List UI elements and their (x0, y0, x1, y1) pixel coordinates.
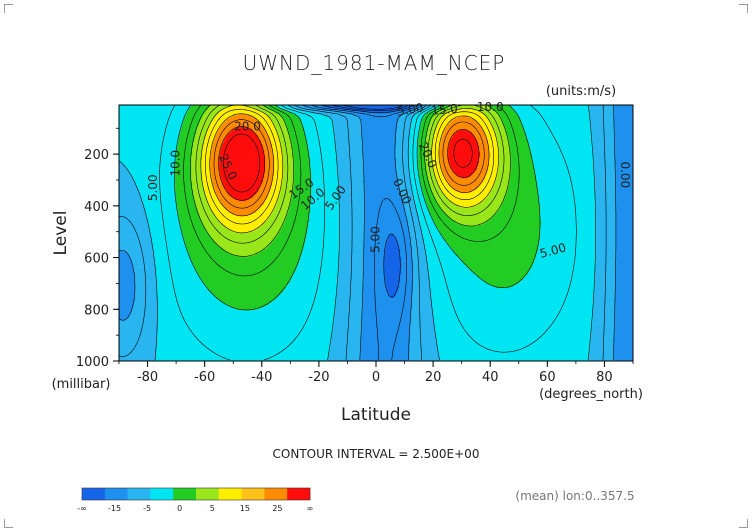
contour-label: 0.00 (618, 161, 632, 188)
crop-mark-top-right (739, 4, 748, 13)
contour-line (190, 104, 511, 257)
y-units-label: (millibar) (52, 377, 111, 392)
x-tick-label: 80 (596, 370, 613, 385)
contour-label: 20.0 (234, 119, 261, 133)
contour-line (159, 104, 577, 361)
contour-line (195, 104, 505, 244)
mean-annotation: (mean) lon:0..357.5 (515, 489, 634, 503)
colorbar: -∞ -15 -5 0 5 15 25 ∞ (77, 487, 314, 513)
crop-mark-bottom-left (4, 519, 13, 528)
contour-lines (118, 104, 617, 361)
colorbar-swatch (150, 488, 174, 500)
y-axis: 200 400 600 800 1000 (76, 127, 119, 370)
x-tick-label: -60 (194, 370, 215, 385)
colorbar-swatch (196, 488, 220, 500)
contour-label: 10.0 (169, 150, 183, 177)
colorbar-label: -15 (108, 504, 121, 513)
contour-label: 5.00 (369, 226, 383, 253)
colorbar-label: 15 (240, 504, 250, 513)
x-tick-label: 60 (539, 370, 556, 385)
y-tick-label: 400 (84, 200, 109, 215)
colorbar-swatch (173, 488, 197, 500)
x-axis-title: Latitude (341, 405, 411, 425)
colorbar-swatch (264, 488, 288, 500)
colorbar-label: 5 (210, 504, 215, 513)
colorbar-swatch (287, 488, 311, 500)
units-label: (units:m/s) (546, 84, 616, 99)
contour-line (118, 104, 596, 361)
x-tick-label: -20 (308, 370, 329, 385)
colorbar-swatch (127, 488, 151, 500)
y-axis-title: Level (51, 211, 71, 256)
colorbar-label: -5 (143, 504, 151, 513)
colorbar-label: 25 (272, 504, 282, 513)
colorbar-swatch (104, 488, 128, 500)
colorbar-swatch (241, 488, 265, 500)
x-tick-label: -80 (137, 370, 158, 385)
contour-line (200, 104, 499, 234)
contour-line (174, 104, 541, 311)
y-tick-label: 1000 (76, 355, 109, 370)
contour-label: 15.0 (431, 102, 459, 118)
colorbar-frame (81, 487, 311, 501)
colorbar-swatch (218, 488, 242, 500)
x-axis: -80 -60 -40 -20 0 20 40 60 80 (118, 361, 634, 385)
contour-line (209, 113, 490, 217)
contour-interval-label: CONTOUR INTERVAL = 2.500E+00 (273, 447, 480, 461)
x-tick-label: -40 (251, 370, 272, 385)
contour-line (223, 133, 473, 193)
contour-label: 5.00 (538, 240, 567, 260)
y-tick-label: 200 (84, 148, 109, 163)
contour-line (183, 104, 520, 277)
colorbar-label: 0 (177, 504, 182, 513)
y-tick-label: 600 (84, 252, 109, 267)
contour-line (205, 109, 494, 225)
contour-line (213, 119, 485, 209)
crop-mark-bottom-right (739, 519, 748, 528)
colorbar-swatch (82, 488, 106, 500)
contour-line (218, 126, 480, 201)
x-tick-label: 20 (425, 370, 442, 385)
chart-title: UWND_1981-MAM_NCEP (243, 51, 506, 75)
x-tick-label: 40 (482, 370, 499, 385)
contour-label: 10.0 (477, 100, 504, 114)
x-units-label: (degrees_north) (539, 387, 643, 402)
contour-label: 5.00 (146, 174, 160, 201)
y-tick-label: 800 (84, 303, 109, 318)
colorbar-label: ∞ (307, 504, 314, 513)
x-tick-label: 0 (372, 370, 380, 385)
colorbar-label: -∞ (77, 504, 87, 513)
crop-mark-top-left (4, 4, 13, 13)
